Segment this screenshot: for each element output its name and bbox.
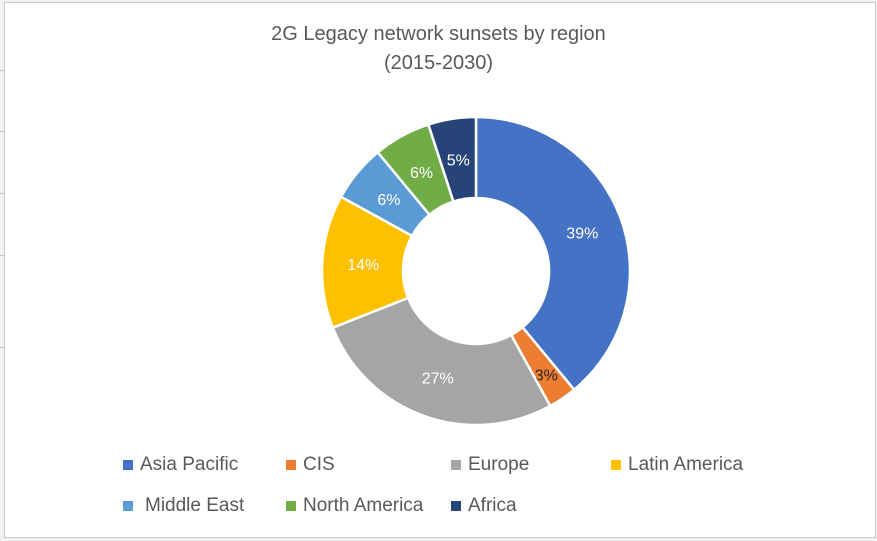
legend-swatch <box>286 460 296 470</box>
sheet-gridline <box>0 70 6 71</box>
sheet-gridline <box>0 131 6 132</box>
chart-title: 2G Legacy network sunsets by region (201… <box>0 20 877 78</box>
subtitle-line: (2015-2030) <box>384 52 493 74</box>
sheet-gridline <box>0 347 6 348</box>
data-label: 3% <box>535 367 558 384</box>
legend-item[interactable]: Latin America <box>611 454 743 476</box>
legend-item[interactable]: North America <box>286 495 423 517</box>
data-label: 6% <box>377 192 400 209</box>
data-label: 5% <box>447 152 470 169</box>
legend-label: Africa <box>468 495 517 516</box>
legend-label: Asia Pacific <box>140 454 239 475</box>
sheet-gridline <box>0 255 6 256</box>
legend-item[interactable]: Middle East <box>123 495 244 517</box>
legend-item[interactable]: Asia Pacific <box>123 454 238 476</box>
legend-swatch <box>123 501 133 511</box>
title-line: 2G Legacy network sunsets by region <box>271 23 606 45</box>
slice-europe[interactable] <box>331 296 552 427</box>
chart-area[interactable] <box>4 2 876 538</box>
legend-label: North America <box>303 495 424 516</box>
data-label: 27% <box>422 370 454 387</box>
legend-item[interactable]: CIS <box>286 454 335 476</box>
legend-label: Latin America <box>628 454 744 475</box>
legend-item[interactable]: Africa <box>451 495 517 517</box>
legend-swatch <box>611 460 621 470</box>
legend-swatch <box>123 460 133 470</box>
legend-swatch <box>451 460 461 470</box>
legend-swatch <box>286 501 296 511</box>
legend-label: CIS <box>303 454 335 475</box>
sheet-gridline <box>0 193 6 194</box>
slice-africa[interactable] <box>426 115 478 204</box>
data-label: 14% <box>347 257 379 274</box>
legend-label: Europe <box>468 454 530 475</box>
legend-item[interactable]: Europe <box>451 454 529 476</box>
data-label: 6% <box>410 165 433 182</box>
data-label: 39% <box>566 226 598 243</box>
legend-label: Middle East <box>145 495 245 516</box>
legend-swatch <box>451 501 461 511</box>
slice-asia-pacific[interactable] <box>474 115 632 392</box>
